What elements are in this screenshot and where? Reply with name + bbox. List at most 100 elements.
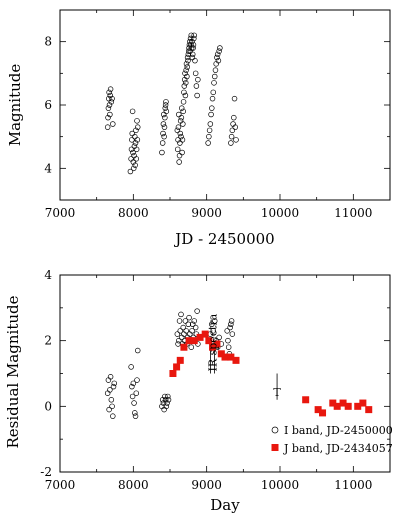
magnitude-point bbox=[108, 99, 115, 105]
magnitude-point bbox=[192, 57, 198, 64]
magnitude-point bbox=[185, 51, 192, 58]
j-band-point bbox=[365, 406, 373, 414]
magnitude-point bbox=[180, 99, 187, 105]
magnitude-point bbox=[176, 152, 183, 159]
i-band-point bbox=[110, 413, 116, 419]
j-band-point bbox=[196, 333, 204, 341]
j-band-point bbox=[176, 356, 184, 364]
i-band-point bbox=[130, 380, 137, 387]
magnitude-point bbox=[182, 70, 188, 77]
magnitude-point bbox=[134, 124, 141, 130]
i-band-point bbox=[178, 311, 184, 318]
magnitude-point bbox=[107, 86, 114, 92]
magnitude-point bbox=[191, 32, 197, 39]
magnitude-point bbox=[133, 146, 140, 153]
i-band-point bbox=[216, 334, 222, 341]
y-tick-label: 8 bbox=[44, 35, 52, 49]
j-band-point bbox=[180, 343, 188, 351]
x-tick-label: 9000 bbox=[191, 206, 222, 220]
i-band-point bbox=[176, 318, 183, 324]
i-band-point bbox=[107, 374, 114, 380]
magnitude-point bbox=[179, 137, 186, 143]
top-x-axis-label: JD - 2450000 bbox=[173, 230, 274, 248]
j-band-point bbox=[302, 396, 310, 404]
magnitude-point bbox=[178, 133, 184, 140]
x-tick-label: 7000 bbox=[45, 478, 76, 492]
magnitude-point bbox=[107, 111, 113, 118]
magnitude-point bbox=[192, 70, 199, 77]
magnitude-point bbox=[130, 159, 137, 165]
i-band-point bbox=[109, 403, 115, 410]
magnitude-point bbox=[190, 45, 196, 51]
magnitude-point bbox=[174, 146, 181, 153]
legend: I band, JD-2450000 J band, JD-2434057 bbox=[271, 424, 393, 455]
magnitude-point bbox=[187, 38, 193, 45]
magnitude-point bbox=[132, 162, 138, 168]
i-band-point bbox=[108, 397, 115, 403]
y-tick-label: -2 bbox=[40, 465, 52, 479]
y-tick-label: 4 bbox=[44, 161, 52, 175]
i-band-point bbox=[225, 337, 231, 344]
magnitude-point bbox=[190, 42, 197, 48]
magnitude-point bbox=[134, 118, 140, 124]
magnitude-point bbox=[160, 130, 166, 137]
magnitude-point bbox=[159, 149, 165, 156]
i-band-point bbox=[191, 318, 197, 324]
magnitude-point bbox=[159, 140, 166, 146]
magnitude-point bbox=[134, 137, 141, 143]
magnitude-point bbox=[185, 57, 191, 64]
magnitude-point bbox=[106, 102, 113, 108]
magnitude-point bbox=[231, 114, 237, 121]
magnitude-point bbox=[180, 121, 186, 127]
x-tick-label: 8000 bbox=[118, 478, 149, 492]
magnitude-point bbox=[176, 159, 182, 165]
i-band-point bbox=[209, 321, 215, 328]
magnitude-point bbox=[187, 35, 194, 42]
magnitude-point bbox=[217, 45, 223, 51]
i-band-point bbox=[129, 383, 135, 390]
magnitude-point bbox=[160, 121, 167, 127]
j-band-point bbox=[205, 337, 213, 345]
magnitude-point bbox=[208, 111, 214, 118]
bottom-y-axis-label: Residual Magnitude bbox=[4, 295, 22, 448]
magnitude-point bbox=[233, 137, 239, 143]
magnitude-point bbox=[174, 127, 181, 134]
magnitude-point bbox=[182, 92, 189, 99]
magnitude-point bbox=[212, 67, 219, 73]
j-band-point bbox=[173, 363, 181, 371]
magnitude-point bbox=[214, 54, 220, 61]
i-band-point bbox=[211, 318, 218, 324]
legend-i-band-label: I band, JD-2450000 bbox=[284, 424, 393, 437]
i-band-point bbox=[228, 318, 235, 324]
magnitude-point bbox=[228, 140, 234, 146]
i-band-point bbox=[189, 328, 195, 334]
i-band-point bbox=[106, 406, 112, 413]
i-band-point bbox=[188, 344, 195, 350]
magnitude-point bbox=[176, 111, 182, 118]
i-band-point bbox=[176, 337, 182, 344]
y-tick-label: 4 bbox=[44, 268, 52, 282]
x-tick-label: 11000 bbox=[334, 478, 372, 492]
ir-spectra-label: IR spectra bbox=[207, 313, 220, 371]
magnitude-point bbox=[232, 124, 239, 130]
i-band-point bbox=[177, 328, 184, 334]
magnitude-point bbox=[163, 108, 170, 115]
magnitude-point bbox=[105, 114, 111, 121]
j-band-point bbox=[333, 402, 341, 410]
magnitude-point bbox=[186, 45, 192, 51]
i-band-point bbox=[182, 318, 189, 324]
i-band-point bbox=[185, 321, 192, 328]
magnitude-point bbox=[109, 95, 115, 102]
top-plot-frame bbox=[59, 9, 391, 201]
bottom-x-axis-label: Day bbox=[210, 496, 240, 514]
magnitude-point bbox=[231, 95, 238, 102]
bottom-j-band-points bbox=[169, 330, 373, 417]
magnitude-point bbox=[175, 137, 181, 143]
magnitude-point bbox=[129, 137, 135, 143]
magnitude-point bbox=[206, 127, 213, 134]
j-band-point bbox=[329, 399, 337, 407]
i-band-point bbox=[107, 387, 113, 393]
magnitude-point bbox=[161, 111, 167, 118]
magnitude-point bbox=[211, 73, 218, 80]
magnitude-point bbox=[188, 45, 195, 51]
